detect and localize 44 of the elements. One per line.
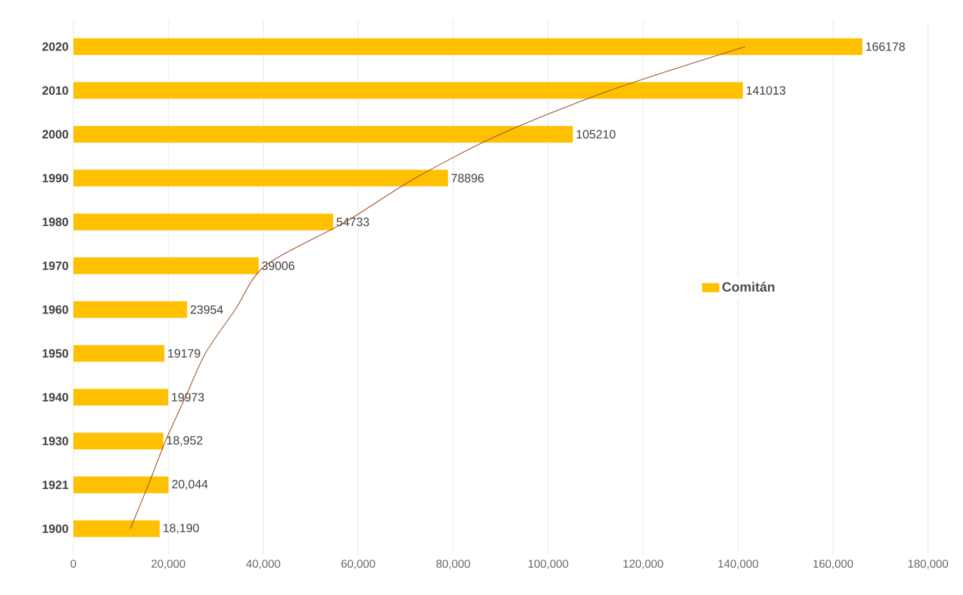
bar (73, 476, 169, 494)
x-tick-label: 80,000 (436, 560, 470, 570)
data-label: 78896 (451, 174, 484, 182)
bar (73, 520, 160, 538)
x-tick-label: 140,000 (718, 560, 758, 570)
bar (73, 257, 259, 274)
x-tick-label: 0 (70, 560, 76, 568)
data-label: 18,952 (167, 436, 202, 446)
data-label: 19179 (168, 349, 200, 358)
bar (73, 38, 862, 55)
y-tick-label: 1940 (42, 392, 68, 402)
bar (73, 214, 334, 230)
bar (73, 170, 448, 186)
y-tick-label: 1921 (42, 480, 68, 490)
x-tick-label: 120,000 (623, 560, 664, 570)
data-label: 141013 (746, 86, 786, 95)
bar (73, 126, 573, 143)
x-tick-label: 60,000 (341, 560, 376, 570)
bar (73, 82, 743, 99)
y-tick-label: 2000 (42, 130, 68, 139)
data-label: 20,044 (172, 480, 208, 490)
y-tick-label: 1900 (42, 524, 68, 533)
x-tick-label: 100,000 (528, 560, 568, 570)
y-tick-label: 2010 (42, 86, 68, 95)
y-tick-label: 2020 (42, 42, 68, 51)
legend-label: Comitán (722, 282, 774, 292)
y-tick-label: 1990 (42, 174, 68, 182)
y-tick-label: 1970 (42, 261, 68, 270)
bar (73, 301, 188, 318)
x-tick-label: 180,000 (908, 560, 948, 570)
x-tick-label: 160,000 (813, 560, 854, 570)
data-label: 166178 (866, 42, 905, 51)
x-tick-label: 20,000 (152, 560, 186, 570)
y-tick-label: 1980 (42, 218, 68, 226)
x-tick-label: 40,000 (246, 560, 280, 570)
data-label: 23954 (190, 305, 224, 314)
y-tick-label: 1930 (42, 436, 68, 446)
bar (73, 388, 168, 406)
data-label: 18,190 (164, 524, 199, 534)
y-tick-label: 1960 (42, 305, 68, 314)
y-tick-label: 1950 (42, 349, 68, 358)
bar (73, 432, 164, 450)
data-label: 105210 (576, 130, 616, 139)
bar (73, 345, 164, 362)
